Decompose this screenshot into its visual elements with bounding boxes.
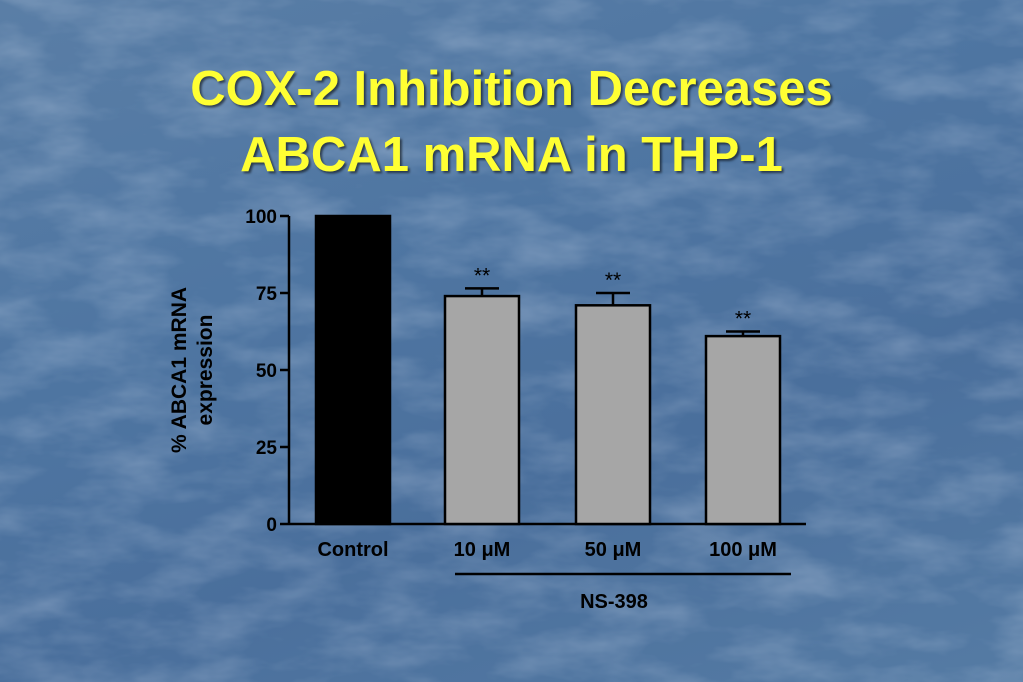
y-axis-label: expression: [194, 315, 217, 426]
group-label: NS-398: [580, 591, 648, 613]
bar: [704, 334, 782, 526]
slide-title: COX-2 Inhibition Decreases ABCA1 mRNA in…: [0, 56, 1023, 188]
y-tick-label: 25: [256, 438, 278, 459]
x-tick-label: 100 μM: [709, 539, 777, 561]
y-tick-label: 100: [245, 207, 277, 228]
slide-title-line-2: ABCA1 mRNA in THP-1: [240, 128, 783, 182]
significance-label: **: [605, 269, 621, 292]
bar: [314, 214, 392, 526]
x-tick-label: 50 μM: [585, 539, 642, 561]
x-tick-label: Control: [317, 539, 388, 561]
y-tick-label: 50: [256, 361, 277, 382]
bar: [574, 304, 652, 526]
y-tick-label: 75: [256, 284, 278, 305]
significance-label: **: [474, 264, 490, 287]
y-axis-label: % ABCA1 mRNA: [168, 287, 191, 453]
significance-label: **: [735, 308, 751, 331]
y-tick-label: 0: [266, 515, 277, 536]
slide-title-line-1: COX-2 Inhibition Decreases: [190, 62, 833, 116]
bar: [443, 294, 521, 526]
x-tick-label: 10 μM: [454, 539, 511, 561]
